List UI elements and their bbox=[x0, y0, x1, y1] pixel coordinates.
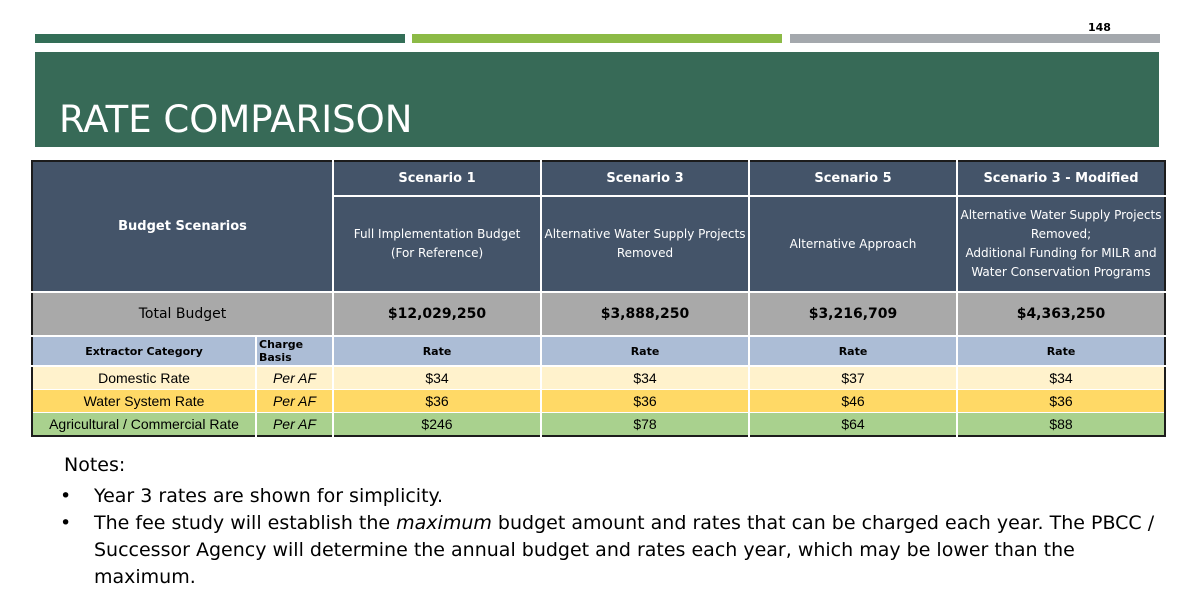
category-cell: Agricultural / Commercial Rate bbox=[32, 412, 256, 436]
note-item: • Year 3 rates are shown for simplicity. bbox=[60, 483, 1164, 510]
description-line: Alternative Approach bbox=[789, 236, 917, 251]
rate-cell: $36 bbox=[540, 389, 749, 413]
description-line: Water Conservation Programs bbox=[971, 265, 1151, 279]
category-cell: Water System Rate bbox=[32, 389, 256, 413]
charge-basis-cell: Per AF bbox=[255, 412, 333, 436]
rate-header: Rate bbox=[332, 335, 541, 367]
column-header-row: Extractor Category Charge Basis Rate Rat… bbox=[32, 335, 1165, 367]
note-text: Year 3 rates are shown for simplicity. bbox=[94, 485, 444, 507]
notes-title: Notes: bbox=[64, 454, 126, 476]
description-line: (For Reference) bbox=[390, 246, 484, 260]
rate-cell: $46 bbox=[748, 389, 957, 413]
scenario-5-description: Alternative Approach bbox=[748, 196, 957, 292]
rate-cell: $36 bbox=[332, 389, 541, 413]
table-row-domestic: Domestic Rate Per AF $34 $34 $37 $34 bbox=[32, 366, 1165, 390]
description-line: Full Implementation Budget bbox=[353, 227, 521, 241]
rate-cell: $37 bbox=[748, 366, 957, 390]
rate-cell: $36 bbox=[956, 389, 1165, 413]
total-budget-scenario-1: $12,029,250 bbox=[332, 291, 541, 336]
accent-bar-dark-green bbox=[35, 34, 405, 43]
charge-basis-cell: Per AF bbox=[255, 366, 333, 390]
table-row-agricultural-commercial: Agricultural / Commercial Rate Per AF $2… bbox=[32, 412, 1165, 436]
table-row-water-system: Water System Rate Per AF $36 $36 $46 $36 bbox=[32, 389, 1165, 413]
rate-header: Rate bbox=[748, 335, 957, 367]
scenario-1-description: Full Implementation Budget (For Referenc… bbox=[332, 196, 541, 292]
charge-basis-cell: Per AF bbox=[255, 389, 333, 413]
rate-cell: $88 bbox=[956, 412, 1165, 436]
accent-bar-gray bbox=[790, 34, 1160, 43]
rate-header: Rate bbox=[540, 335, 749, 367]
rate-cell: $246 bbox=[332, 412, 541, 436]
rate-cell: $34 bbox=[956, 366, 1165, 390]
bullet-icon: • bbox=[60, 512, 72, 534]
scenario-5-name: Scenario 5 bbox=[748, 161, 957, 197]
scenario-3-modified-description: Alternative Water Supply Projects Remove… bbox=[956, 196, 1165, 292]
scenario-description-row: Full Implementation Budget (For Referenc… bbox=[32, 196, 1165, 292]
extractor-category-header: Extractor Category bbox=[32, 335, 256, 367]
page-number: 148 bbox=[1088, 21, 1111, 34]
note-item: • The fee study will establish the maxim… bbox=[60, 510, 1164, 591]
note-emphasis: maximum bbox=[396, 512, 492, 534]
rate-cell: $64 bbox=[748, 412, 957, 436]
description-line: Removed; bbox=[1030, 227, 1092, 241]
budget-scenarios-label: Budget Scenarios bbox=[32, 161, 333, 293]
total-budget-row: Total Budget $12,029,250 $3,888,250 $3,2… bbox=[32, 291, 1165, 336]
total-budget-scenario-3: $3,888,250 bbox=[540, 291, 749, 336]
rate-header: Rate bbox=[956, 335, 1165, 367]
rate-comparison-table: Budget Scenarios Scenario 1 Scenario 3 S… bbox=[31, 160, 1166, 437]
scenario-3-modified-name: Scenario 3 - Modified bbox=[956, 161, 1165, 197]
notes-section: Notes: • Year 3 rates are shown for simp… bbox=[60, 454, 1164, 591]
rate-cell: $34 bbox=[540, 366, 749, 390]
scenario-1-name: Scenario 1 bbox=[332, 161, 541, 197]
description-line: Alternative Water Supply Projects bbox=[960, 208, 1162, 222]
total-budget-label: Total Budget bbox=[32, 291, 333, 336]
note-text: budget amount and rates that can be char… bbox=[94, 512, 1155, 588]
total-budget-scenario-3-modified: $4,363,250 bbox=[956, 291, 1165, 336]
title-band: RATE COMPARISON bbox=[35, 52, 1159, 147]
slide-title: RATE COMPARISON bbox=[59, 98, 413, 141]
charge-basis-header: Charge Basis bbox=[255, 335, 333, 367]
scenario-3-name: Scenario 3 bbox=[540, 161, 749, 197]
note-text: The fee study will establish the bbox=[94, 512, 397, 534]
scenario-3-description: Alternative Water Supply Projects Remove… bbox=[540, 196, 749, 292]
description-line: Additional Funding for MILR and bbox=[965, 246, 1157, 260]
description-line: Removed bbox=[616, 246, 674, 260]
bullet-icon: • bbox=[60, 485, 72, 507]
scenario-name-row: Budget Scenarios Scenario 1 Scenario 3 S… bbox=[32, 161, 1165, 293]
description-line: Alternative Water Supply Projects bbox=[544, 227, 746, 241]
accent-bar-light-green bbox=[412, 34, 782, 43]
rate-cell: $78 bbox=[540, 412, 749, 436]
rate-cell: $34 bbox=[332, 366, 541, 390]
total-budget-scenario-5: $3,216,709 bbox=[748, 291, 957, 336]
category-cell: Domestic Rate bbox=[32, 366, 256, 390]
